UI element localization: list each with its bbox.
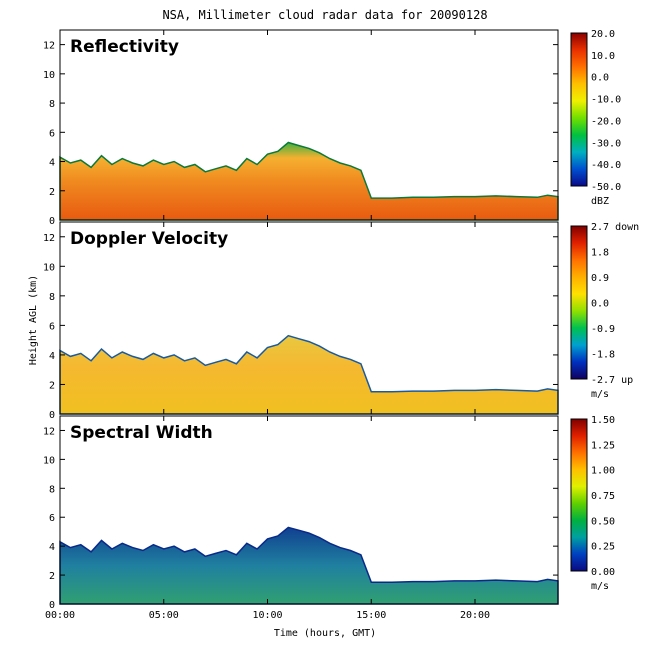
y-tick-label: 12 — [43, 233, 55, 244]
panel-2: Spectral Width 0 2 4 6 8 10 12 00:00 05:00 10:00 15… — [43, 415, 615, 621]
x-tick-label: 00:00 — [45, 610, 75, 621]
panels-group: Reflectivity02468101220.010.00.0-10.0-20… — [43, 29, 639, 621]
y-tick-label: 4 — [49, 351, 55, 362]
x-axis-label: Time (hours, GMT) — [274, 628, 376, 639]
colorbar-tick-label: 10.0 — [591, 51, 615, 62]
y-tick-label: 6 — [49, 128, 55, 139]
panel-title: Reflectivity — [70, 37, 179, 57]
panel-title: Doppler Velocity — [70, 229, 228, 249]
colorbar-tick-label: 1.50 — [591, 415, 615, 426]
y-tick-label: 8 — [49, 484, 55, 495]
y-tick-label: 8 — [49, 99, 55, 110]
colorbar-tick-label: 0.0 — [591, 299, 609, 310]
y-tick-label: 10 — [43, 70, 55, 81]
colorbar-tick-label: 2.7 down — [591, 222, 639, 233]
y-tick-label: 10 — [43, 455, 55, 466]
y-tick-label: 4 — [49, 158, 55, 169]
cloud-region — [59, 141, 559, 221]
colorbar-units: dBZ — [591, 196, 609, 207]
cloud-region — [59, 334, 559, 415]
y-axis-label: Height AGL (km) — [28, 275, 39, 365]
plot-frame — [59, 221, 559, 415]
colorbar-tick-label: -30.0 — [591, 138, 621, 149]
colorbar-tick-label: 0.25 — [591, 542, 615, 553]
y-tick-label: 12 — [43, 41, 55, 52]
colorbar-tick-label: 0.00 — [591, 567, 615, 578]
x-tick-label: 15:00 — [356, 610, 386, 621]
colorbar-tick-label: 1.8 — [591, 248, 609, 259]
colorbar-tick-label: 20.0 — [591, 29, 615, 40]
y-tick-label: 2 — [49, 571, 55, 582]
y-tick-label: 4 — [49, 542, 55, 553]
y-tick-label: 12 — [43, 426, 55, 437]
colorbar-tick-label: 1.25 — [591, 440, 615, 451]
y-tick-label: 2 — [49, 380, 55, 391]
y-tick-label: 8 — [49, 292, 55, 303]
y-tick-label: 0 — [49, 600, 55, 611]
plot-frame — [59, 29, 559, 221]
plot-frame — [59, 415, 559, 605]
colorbar-tick-label: -2.7 up — [591, 375, 633, 386]
panel-1: Doppler Velocity 0 2 4 6 8 10 12 2.7 down 1.8 0.9 0… — [43, 221, 639, 421]
x-tick-label: 05:00 — [149, 610, 179, 621]
colorbar — [570, 225, 588, 380]
figure-title: NSA, Millimeter cloud radar data for 200… — [162, 8, 487, 22]
y-tick-label: 6 — [49, 321, 55, 332]
colorbar-tick-label: 0.50 — [591, 516, 615, 527]
panel-0: Reflectivity 0 2 4 6 8 10 12 20.0 10.0 0.0 -10.0 -20… — [43, 29, 621, 227]
colorbar-tick-label: 1.00 — [591, 466, 615, 477]
y-tick-label: 10 — [43, 262, 55, 273]
y-tick-label: 0 — [49, 216, 55, 227]
colorbar-units: m/s — [591, 389, 609, 400]
colorbar-tick-label: -40.0 — [591, 160, 621, 171]
panel-title: Spectral Width — [70, 423, 213, 443]
colorbar-tick-label: 0.75 — [591, 491, 615, 502]
colorbar-tick-label: 0.9 — [591, 273, 609, 284]
cloud-region — [59, 526, 559, 605]
colorbar-tick-label: -50.0 — [591, 182, 621, 193]
colorbar-tick-label: -20.0 — [591, 116, 621, 127]
x-tick-label: 20:00 — [460, 610, 490, 621]
y-tick-label: 0 — [49, 410, 55, 421]
x-tick-label: 10:00 — [252, 610, 282, 621]
colorbar — [570, 418, 588, 572]
y-tick-label: 6 — [49, 513, 55, 524]
colorbar — [570, 32, 588, 187]
colorbar-tick-label: -0.9 — [591, 324, 615, 335]
colorbar-tick-label: -1.8 — [591, 350, 615, 361]
colorbar-tick-label: 0.0 — [591, 73, 609, 84]
colorbar-tick-label: -10.0 — [591, 95, 621, 106]
y-tick-label: 2 — [49, 187, 55, 198]
colorbar-units: m/s — [591, 581, 609, 592]
